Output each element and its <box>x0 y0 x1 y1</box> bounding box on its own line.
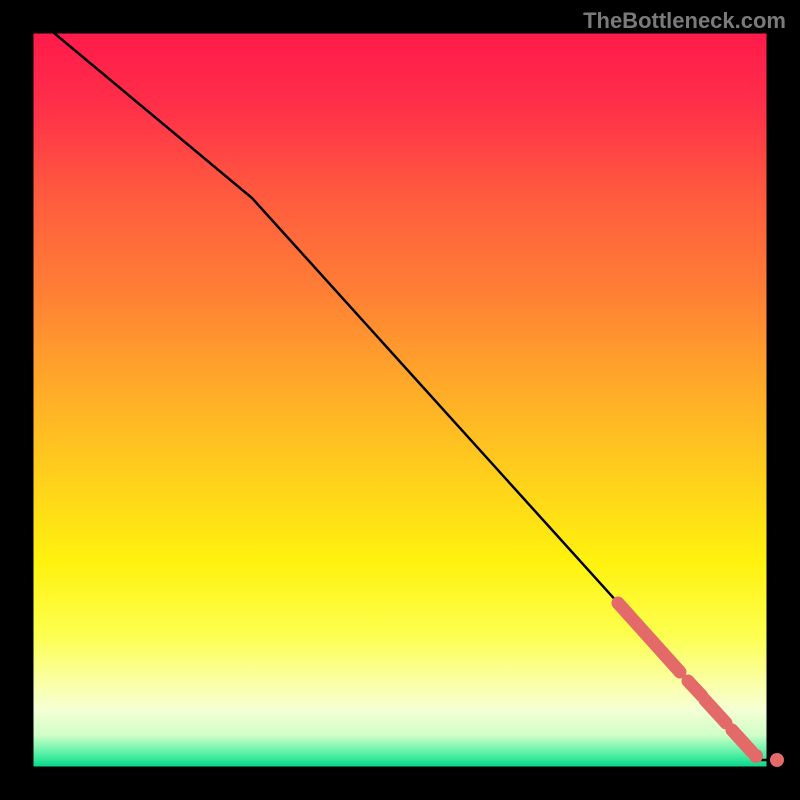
plot-background <box>32 32 768 768</box>
bottleneck-chart: TheBottleneck.com <box>0 0 800 800</box>
marker-dot-end <box>770 753 784 767</box>
chart-svg <box>0 0 800 800</box>
watermark-text: TheBottleneck.com <box>583 8 786 34</box>
marker-dot-pre-end <box>749 749 763 763</box>
